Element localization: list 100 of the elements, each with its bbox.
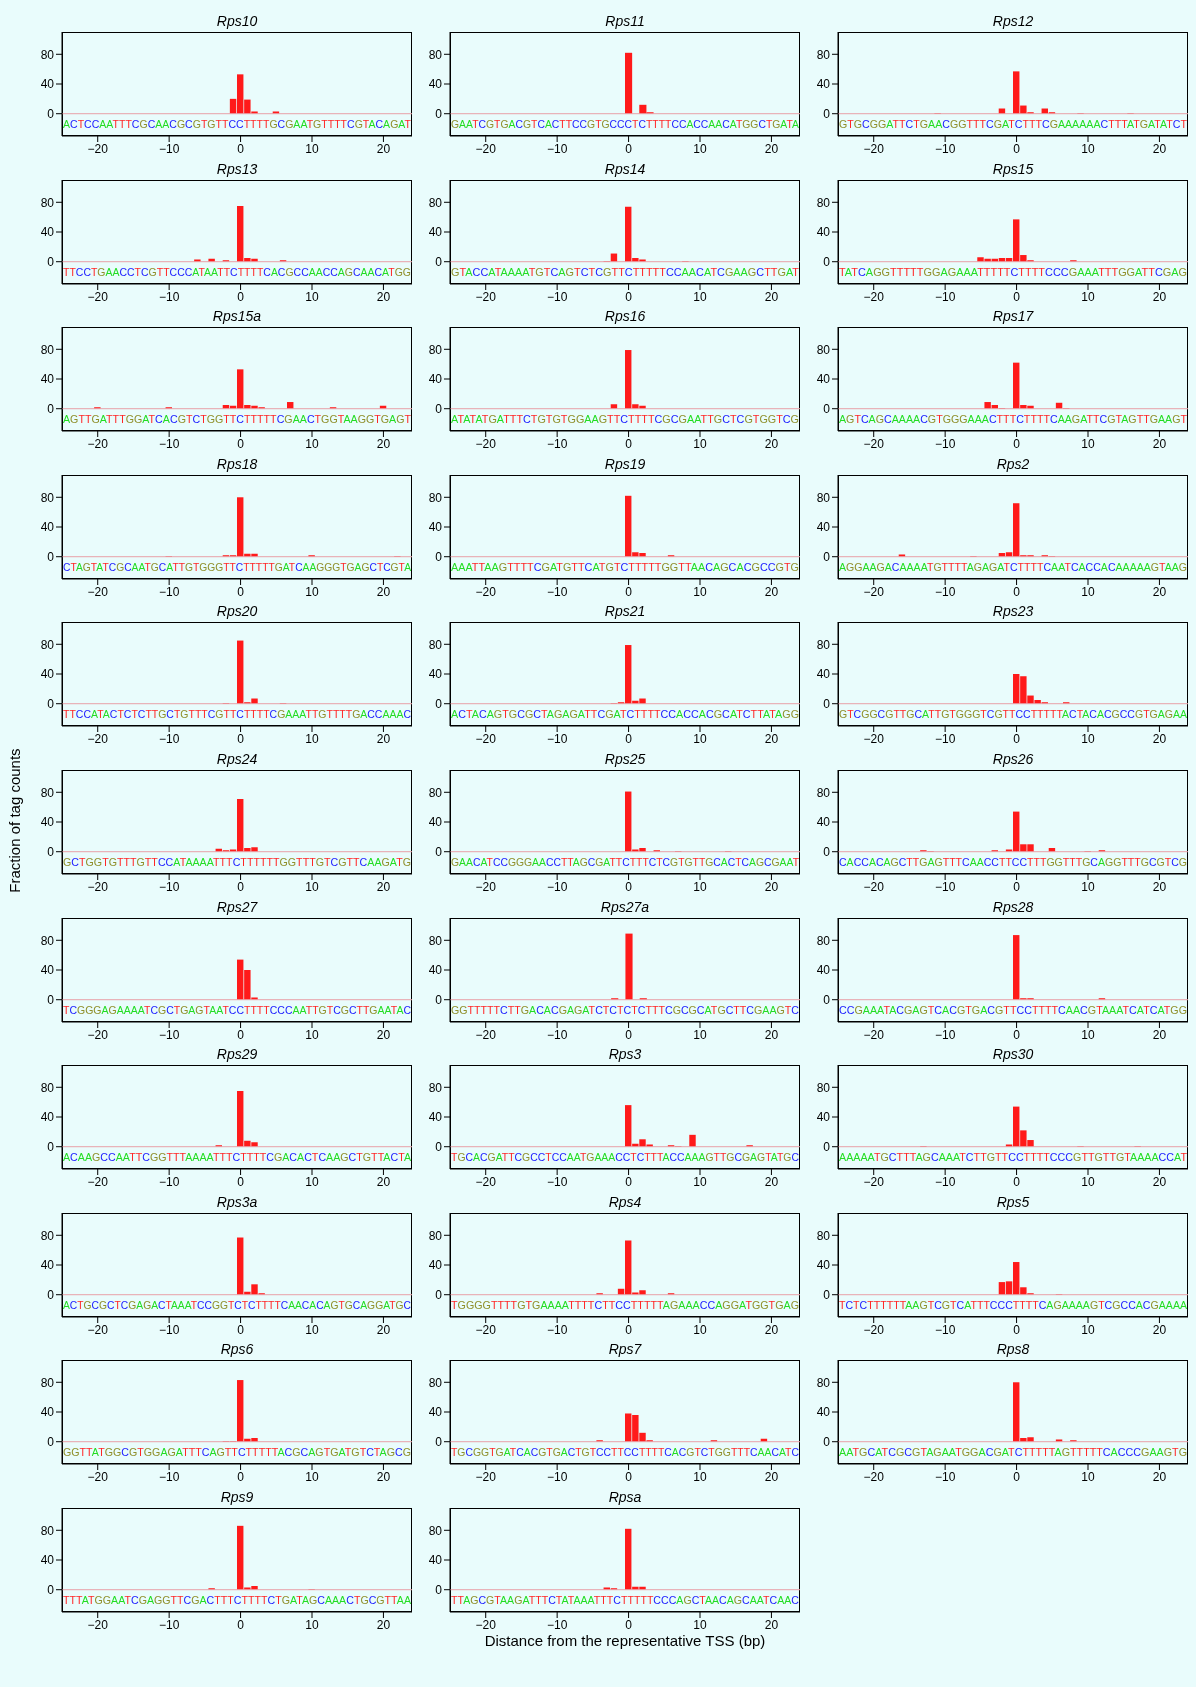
text: ATATATGATTTCTGTGTGGAAGTTCTTTTCGCGAATTGCTCGTGGTCG bbox=[451, 412, 800, 425]
y-tick-label: 80 bbox=[40, 342, 55, 357]
chart-title: Rps13 bbox=[215, 160, 259, 177]
x-tick-label: 0 bbox=[625, 1469, 633, 1484]
y-tick-label: 80 bbox=[428, 785, 443, 800]
y-tick-label: 40 bbox=[816, 1258, 831, 1273]
x-tick-label: 20 bbox=[764, 1617, 779, 1632]
x-tick-label: 20 bbox=[376, 1174, 391, 1189]
x-tick-label: 20 bbox=[764, 1469, 779, 1484]
x-tick-label: 20 bbox=[376, 731, 391, 746]
x-tick-label: 10 bbox=[305, 584, 319, 599]
x-tick-label: 20 bbox=[1152, 584, 1167, 599]
x-tick-label: −20 bbox=[863, 436, 885, 451]
chart-title: Rps15 bbox=[991, 160, 1035, 177]
y-tick-label: 0 bbox=[435, 844, 443, 859]
y-tick-label: 0 bbox=[47, 106, 55, 121]
x-tick-label: 20 bbox=[764, 1027, 779, 1042]
y-tick-label: 0 bbox=[435, 992, 443, 1007]
x-tick-label: 0 bbox=[237, 584, 245, 599]
y-tick-label: 80 bbox=[40, 1080, 55, 1095]
x-tick-label: 20 bbox=[764, 141, 779, 156]
y-tick-label: 40 bbox=[428, 815, 443, 830]
y-tick-label: 0 bbox=[823, 844, 831, 859]
y-tick-label: 40 bbox=[40, 1258, 55, 1273]
y-tick-label: 0 bbox=[435, 254, 443, 269]
y-tick-label: 40 bbox=[816, 77, 831, 92]
x-tick-label: 10 bbox=[305, 141, 319, 156]
chart-title: Rpsa bbox=[607, 1489, 643, 1505]
chart-title: Rps8 bbox=[995, 1341, 1031, 1358]
x-tick-label: 0 bbox=[625, 1617, 633, 1632]
x-tick-label: −10 bbox=[158, 584, 180, 599]
x-tick-label: 20 bbox=[376, 1322, 391, 1337]
x-tick-label: −20 bbox=[475, 731, 497, 746]
x-tick-label: −20 bbox=[863, 1027, 885, 1042]
x-tick-label: 0 bbox=[625, 141, 633, 156]
y-tick-label: 0 bbox=[435, 549, 443, 564]
y-tick-label: 80 bbox=[428, 933, 443, 948]
x-tick-label: 20 bbox=[376, 879, 391, 894]
x-tick-label: 20 bbox=[376, 1617, 391, 1632]
chart-title: Rps27 bbox=[215, 898, 259, 915]
y-tick-label: 80 bbox=[816, 195, 831, 210]
x-tick-label: −20 bbox=[863, 731, 885, 746]
x-tick-label: −10 bbox=[546, 141, 568, 156]
chart-title: Rps19 bbox=[603, 455, 647, 472]
y-tick-label: 80 bbox=[40, 1228, 55, 1243]
text: TTCCTGAACCTCGTTCCCATAATTCTTTTCACGCCAACCAGCAACATGG bbox=[63, 265, 412, 278]
chart-title: Rps14 bbox=[603, 160, 647, 177]
text: TCTCTTTTTTAAGTCGTCATTTCCCTTTTCAGAAAAGTCGCCACGAAAA bbox=[839, 1298, 1188, 1311]
x-tick-label: −20 bbox=[87, 1469, 109, 1484]
x-tick-label: −20 bbox=[87, 436, 109, 451]
x-tick-label: 10 bbox=[305, 731, 319, 746]
y-tick-label: 0 bbox=[47, 1287, 55, 1302]
y-tick-label: 80 bbox=[428, 195, 443, 210]
x-tick-label: 10 bbox=[305, 436, 319, 451]
x-tick-label: −10 bbox=[546, 879, 568, 894]
y-tick-label: 0 bbox=[47, 254, 55, 269]
y-tick-label: 40 bbox=[816, 1405, 831, 1420]
x-tick-label: −20 bbox=[475, 1322, 497, 1337]
y-tick-label: 80 bbox=[428, 342, 443, 357]
x-tick-label: 20 bbox=[1152, 1469, 1167, 1484]
x-tick-label: −10 bbox=[934, 731, 956, 746]
y-tick-label: 0 bbox=[435, 697, 443, 712]
y-tick-label: 40 bbox=[816, 815, 831, 830]
x-tick-label: −20 bbox=[863, 1469, 885, 1484]
x-axis-title: Distance from the representative TSS (bp) bbox=[483, 1632, 767, 1649]
x-tick-label: −10 bbox=[934, 584, 956, 599]
x-tick-label: 0 bbox=[237, 1027, 245, 1042]
x-tick-label: 10 bbox=[305, 1027, 319, 1042]
text: GGTTATGGCGTGGAGATTTCAGTTCTTTTTACGCAGTGATGTCTAGCG bbox=[63, 1446, 412, 1459]
y-tick-label: 40 bbox=[816, 962, 831, 977]
y-tick-label: 40 bbox=[428, 372, 443, 387]
chart-title: Rps25 bbox=[603, 751, 647, 767]
chart-title: Rps30 bbox=[991, 1046, 1035, 1063]
y-tick-label: 80 bbox=[40, 490, 55, 505]
x-tick-label: −20 bbox=[475, 584, 497, 599]
x-tick-label: 20 bbox=[1152, 289, 1167, 304]
x-tick-label: 0 bbox=[237, 879, 245, 894]
x-tick-label: −10 bbox=[934, 1027, 956, 1042]
chart-title: Rps27a bbox=[599, 898, 651, 915]
chart-title: Rps18 bbox=[215, 455, 259, 472]
x-tick-label: 20 bbox=[764, 436, 779, 451]
x-tick-label: −20 bbox=[87, 1617, 109, 1632]
x-tick-label: 0 bbox=[625, 289, 633, 304]
y-tick-label: 80 bbox=[816, 933, 831, 948]
x-tick-label: −20 bbox=[863, 879, 885, 894]
x-tick-label: 10 bbox=[1081, 1027, 1095, 1042]
y-tick-label: 80 bbox=[428, 1523, 443, 1538]
x-tick-label: −20 bbox=[475, 436, 497, 451]
x-tick-label: 0 bbox=[625, 1322, 633, 1337]
chart-title: Rps26 bbox=[991, 751, 1035, 767]
y-tick-label: 40 bbox=[428, 224, 443, 239]
x-tick-label: −20 bbox=[87, 289, 109, 304]
y-tick-label: 40 bbox=[40, 372, 55, 387]
x-tick-label: 0 bbox=[1013, 1174, 1021, 1189]
x-tick-label: 20 bbox=[1152, 436, 1167, 451]
text: CTAGTATCGCAATGCATTGTGGGTTCTTTTTGATCAAGGGTGAGCTCGTA bbox=[63, 560, 412, 573]
y-tick-label: 0 bbox=[823, 1435, 831, 1450]
text: GTGCGGATTCTGAACGGTTTCGATCTTTCGAAAAAACTTTATGATATCT bbox=[839, 117, 1188, 130]
x-tick-label: 10 bbox=[1081, 1322, 1095, 1337]
text: GCTGGTGTTTGTTCCATAAAATTTCTTTTTTGGTTTGTCGTTCAAGATG bbox=[63, 855, 412, 868]
